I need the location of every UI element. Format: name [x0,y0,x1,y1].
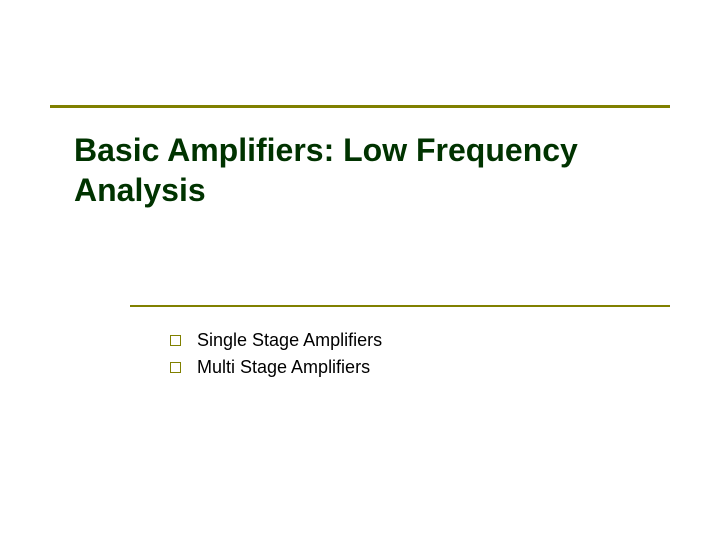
title-block: Basic Amplifiers: Low Frequency Analysis [74,130,654,210]
bullet-list: Single Stage Amplifiers Multi Stage Ampl… [170,330,382,384]
square-bullet-icon [170,362,181,373]
mid-divider [130,305,670,307]
square-bullet-icon [170,335,181,346]
list-item: Multi Stage Amplifiers [170,357,382,378]
slide-title: Basic Amplifiers: Low Frequency Analysis [74,130,654,210]
top-divider [50,105,670,108]
list-item: Single Stage Amplifiers [170,330,382,351]
bullet-label: Single Stage Amplifiers [197,330,382,351]
slide: Basic Amplifiers: Low Frequency Analysis… [0,0,720,540]
bullet-label: Multi Stage Amplifiers [197,357,370,378]
